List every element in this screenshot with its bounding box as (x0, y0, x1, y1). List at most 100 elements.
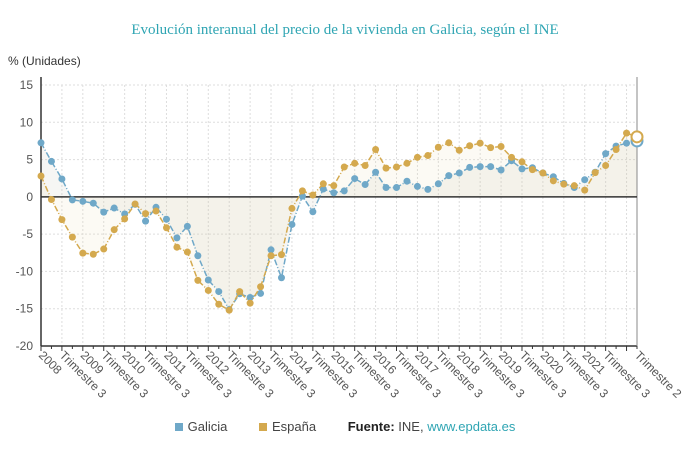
data-point-españa (37, 172, 45, 180)
data-point-españa (549, 177, 557, 185)
y-tick-label: -20 (16, 339, 34, 353)
data-point-galicia (351, 175, 359, 183)
data-point-españa (455, 146, 463, 154)
data-point-españa (372, 146, 380, 154)
y-axis-label: % (Unidades) (8, 54, 81, 68)
source-note: Fuente: INE, www.epdata.es (348, 419, 516, 434)
data-point-españa (361, 162, 369, 170)
data-point-españa (340, 163, 348, 171)
data-point-galicia (142, 217, 150, 225)
data-point-españa (528, 166, 536, 174)
data-point-españa (581, 186, 589, 194)
x-tick-label: 2008 (36, 348, 65, 377)
data-point-españa (152, 207, 160, 215)
area-españa (41, 133, 637, 311)
series-line-españa (40, 132, 638, 312)
data-point-galicia (257, 289, 265, 297)
data-point-españa (100, 245, 108, 253)
data-point-galicia (68, 196, 76, 204)
area-galicia (41, 140, 637, 310)
data-point-españa (58, 216, 66, 224)
data-point-galicia (89, 199, 97, 207)
data-point-galicia (267, 246, 275, 254)
data-point-galicia (424, 185, 432, 193)
data-point-galicia (37, 139, 45, 147)
data-point-españa (68, 233, 76, 241)
chart-title: Evolución interanual del precio de la vi… (131, 22, 559, 38)
data-point-galicia (47, 157, 55, 165)
data-point-galicia (434, 180, 442, 188)
data-point-españa (121, 215, 129, 223)
data-point-españa (288, 204, 296, 212)
data-point-galicia (487, 163, 495, 171)
data-point-galicia (393, 184, 401, 192)
data-point-galicia (319, 185, 327, 193)
data-point-españa (277, 251, 285, 259)
data-point-españa (246, 299, 254, 307)
data-point-galicia (309, 208, 317, 216)
source-text: INE, (398, 419, 424, 434)
data-point-españa (424, 151, 432, 159)
series-line-galicia (40, 140, 638, 311)
data-point-galicia (445, 172, 453, 180)
data-point-españa (194, 276, 202, 284)
data-point-españa (319, 180, 327, 188)
espana-swatch (258, 422, 267, 431)
data-point-españa (403, 159, 411, 167)
y-tick-label: 5 (26, 153, 33, 167)
data-point-españa (602, 162, 610, 170)
data-point-galicia (215, 288, 223, 296)
data-point-españa (413, 153, 421, 161)
data-point-españa (131, 200, 139, 208)
data-point-galicia (361, 181, 369, 189)
legend: Galicia España Fuente: INE, www.epdata.e… (0, 419, 690, 434)
data-point-españa (518, 158, 526, 166)
data-point-españa (204, 286, 212, 294)
data-point-españa (487, 144, 495, 152)
data-point-galicia (466, 163, 474, 171)
data-point-españa (445, 139, 453, 147)
data-point-españa (89, 250, 97, 258)
data-point-españa (309, 191, 317, 199)
data-point-españa (539, 169, 547, 177)
data-point-galicia (602, 150, 610, 158)
data-point-españa (623, 129, 631, 137)
data-point-galicia (382, 184, 390, 192)
legend-item-espana[interactable]: España (258, 419, 316, 434)
source-link[interactable]: www.epdata.es (427, 419, 516, 434)
data-point-galicia (194, 252, 202, 260)
data-point-españa (183, 248, 191, 256)
data-point-galicia (518, 165, 526, 173)
data-point-españa (257, 283, 265, 291)
data-point-españa (298, 187, 306, 195)
data-point-españa (215, 300, 223, 308)
data-point-galicia (455, 169, 463, 177)
data-point-galicia (121, 210, 129, 218)
data-point-galicia (497, 166, 505, 174)
data-point-galicia (403, 177, 411, 185)
data-point-galicia (173, 234, 181, 242)
data-point-galicia (183, 222, 191, 230)
y-tick-label: 15 (20, 78, 34, 92)
data-point-galicia (100, 208, 108, 216)
data-point-galicia (288, 220, 296, 228)
data-point-galicia (204, 276, 212, 284)
data-point-españa (225, 306, 233, 314)
legend-item-galicia[interactable]: Galicia (174, 419, 228, 434)
y-tick-label: -15 (16, 302, 34, 316)
data-point-españa (612, 146, 620, 154)
data-point-galicia (58, 175, 66, 183)
galicia-swatch (174, 422, 183, 431)
data-point-galicia (581, 176, 589, 184)
data-point-españa (497, 143, 505, 151)
legend-label: Galicia (187, 419, 228, 434)
data-point-españa (173, 243, 181, 251)
data-point-españa (591, 169, 599, 177)
data-point-galicia (79, 197, 87, 205)
y-tick-label: -5 (22, 227, 33, 241)
data-point-españa (630, 130, 644, 144)
data-point-españa (110, 226, 118, 234)
data-point-galicia (372, 168, 380, 176)
data-point-galicia (623, 139, 631, 147)
